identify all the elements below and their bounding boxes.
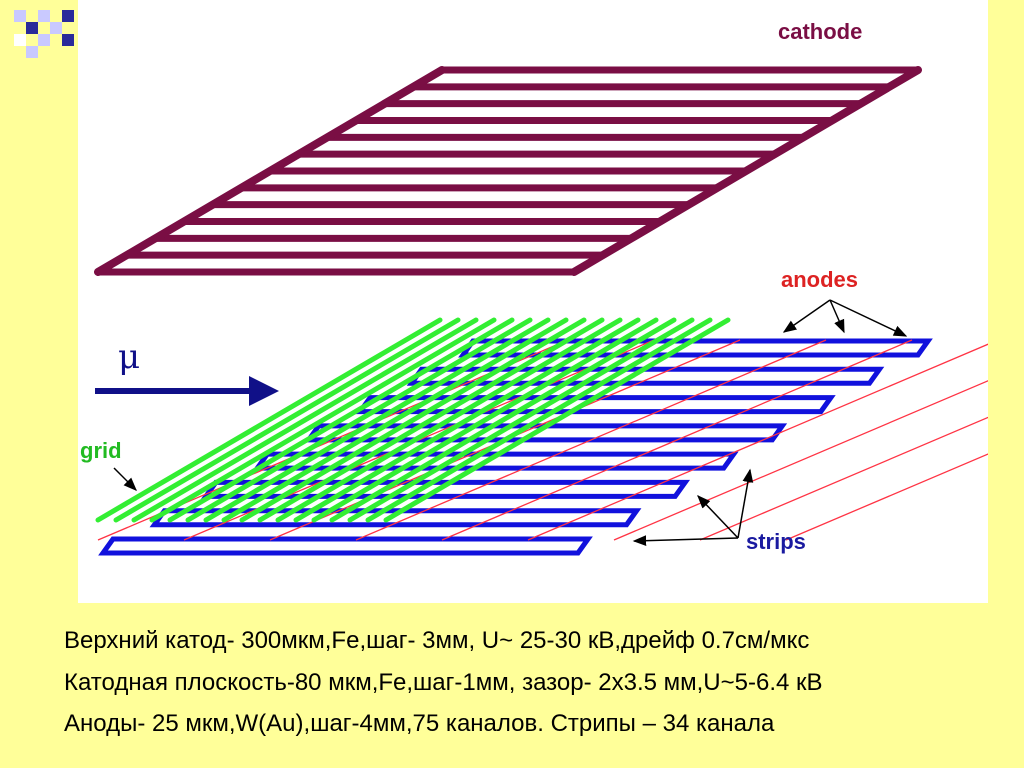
cathode-plane (94, 66, 922, 276)
strip (303, 423, 788, 443)
grid-pointer (113, 467, 137, 491)
anodes-pointers (782, 299, 908, 337)
grid-wire (131, 317, 479, 523)
grid-wire (149, 317, 497, 523)
anodes-label: anodes (781, 267, 858, 292)
corner-decoration (14, 10, 74, 58)
cathode-label: cathode (778, 19, 862, 44)
cathode-bars (94, 66, 922, 276)
grid-wire (257, 317, 605, 523)
strips-pointers (632, 468, 754, 547)
grid-wire (185, 317, 533, 523)
grid-wire (311, 317, 659, 523)
strips-label: strips (746, 529, 806, 554)
grid-wire (221, 317, 569, 523)
anode-wire (613, 380, 988, 541)
grid-wire (203, 317, 551, 523)
strip (98, 536, 593, 556)
caption-line-3: Аноды- 25 мкм,W(Au),шаг-4мм,75 каналов. … (64, 710, 775, 737)
caption-line-2: Катодная плоскость-80 мкм,Fe,шаг-1мм, за… (64, 669, 823, 696)
detector-diagram: μ cathode anodes grid strips (78, 0, 988, 603)
grid-wire (95, 317, 443, 523)
anode-wire (699, 416, 988, 541)
cathode-frame-left (94, 66, 446, 276)
caption-line-1: Верхний катод- 300мкм,Fe,шаг- 3мм, U~ 25… (64, 627, 810, 654)
strip (252, 451, 739, 471)
grid-wire (383, 317, 731, 523)
anode-wire (441, 339, 913, 541)
grid-wire (347, 317, 695, 523)
grid-wire (113, 317, 461, 523)
anode-wire (527, 343, 988, 541)
grid-label: grid (80, 438, 122, 463)
grid-wires (95, 317, 731, 523)
cathode-frame-right (570, 66, 922, 276)
grid-wire (275, 317, 623, 523)
grid-wire (167, 317, 515, 523)
grid-wire (329, 317, 677, 523)
grid-wire (239, 317, 587, 523)
muon-label: μ (118, 337, 140, 377)
diagram-svg: μ cathode anodes grid strips (80, 19, 988, 556)
grid-wire (365, 317, 713, 523)
anode-wire (355, 339, 827, 541)
grid-wire (293, 317, 641, 523)
anode-wire (785, 453, 988, 541)
